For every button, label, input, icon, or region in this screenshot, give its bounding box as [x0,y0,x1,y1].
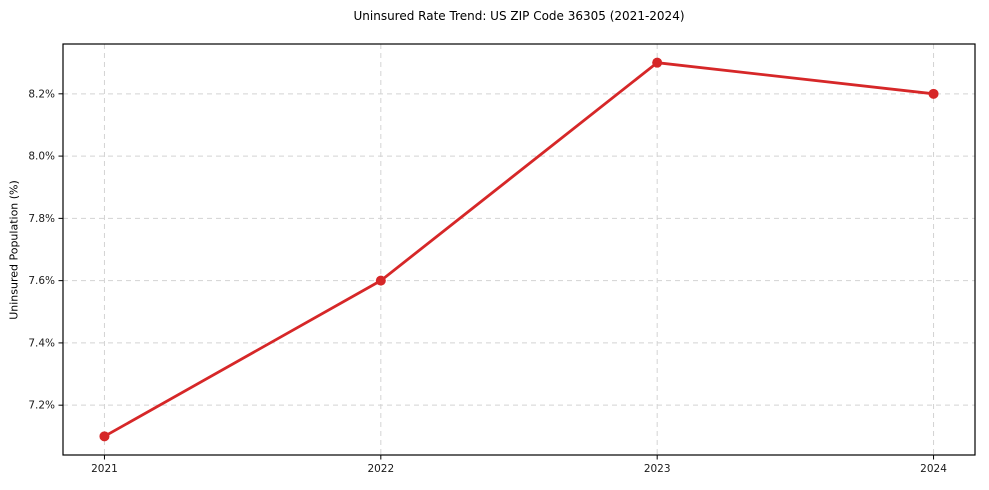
data-point [375,275,386,286]
y-tick-label: 8.2% [28,88,55,100]
y-tick-label: 7.2% [28,400,55,412]
x-tick-label: 2023 [644,463,671,475]
data-point [928,88,939,99]
y-tick-label: 7.4% [28,337,55,349]
plot-border [62,43,976,456]
trend-line [103,61,935,438]
y-tick-label: 8.0% [28,151,55,163]
data-point [652,57,663,68]
x-tick-label: 2021 [91,463,118,475]
data-point [99,431,110,442]
x-tick-label: 2024 [920,463,947,475]
y-tick-label: 7.6% [28,275,55,287]
x-tick-label: 2022 [367,463,394,475]
y-tick-label: 7.8% [28,213,55,225]
chart-title: Uninsured Rate Trend: US ZIP Code 36305 … [353,9,685,23]
